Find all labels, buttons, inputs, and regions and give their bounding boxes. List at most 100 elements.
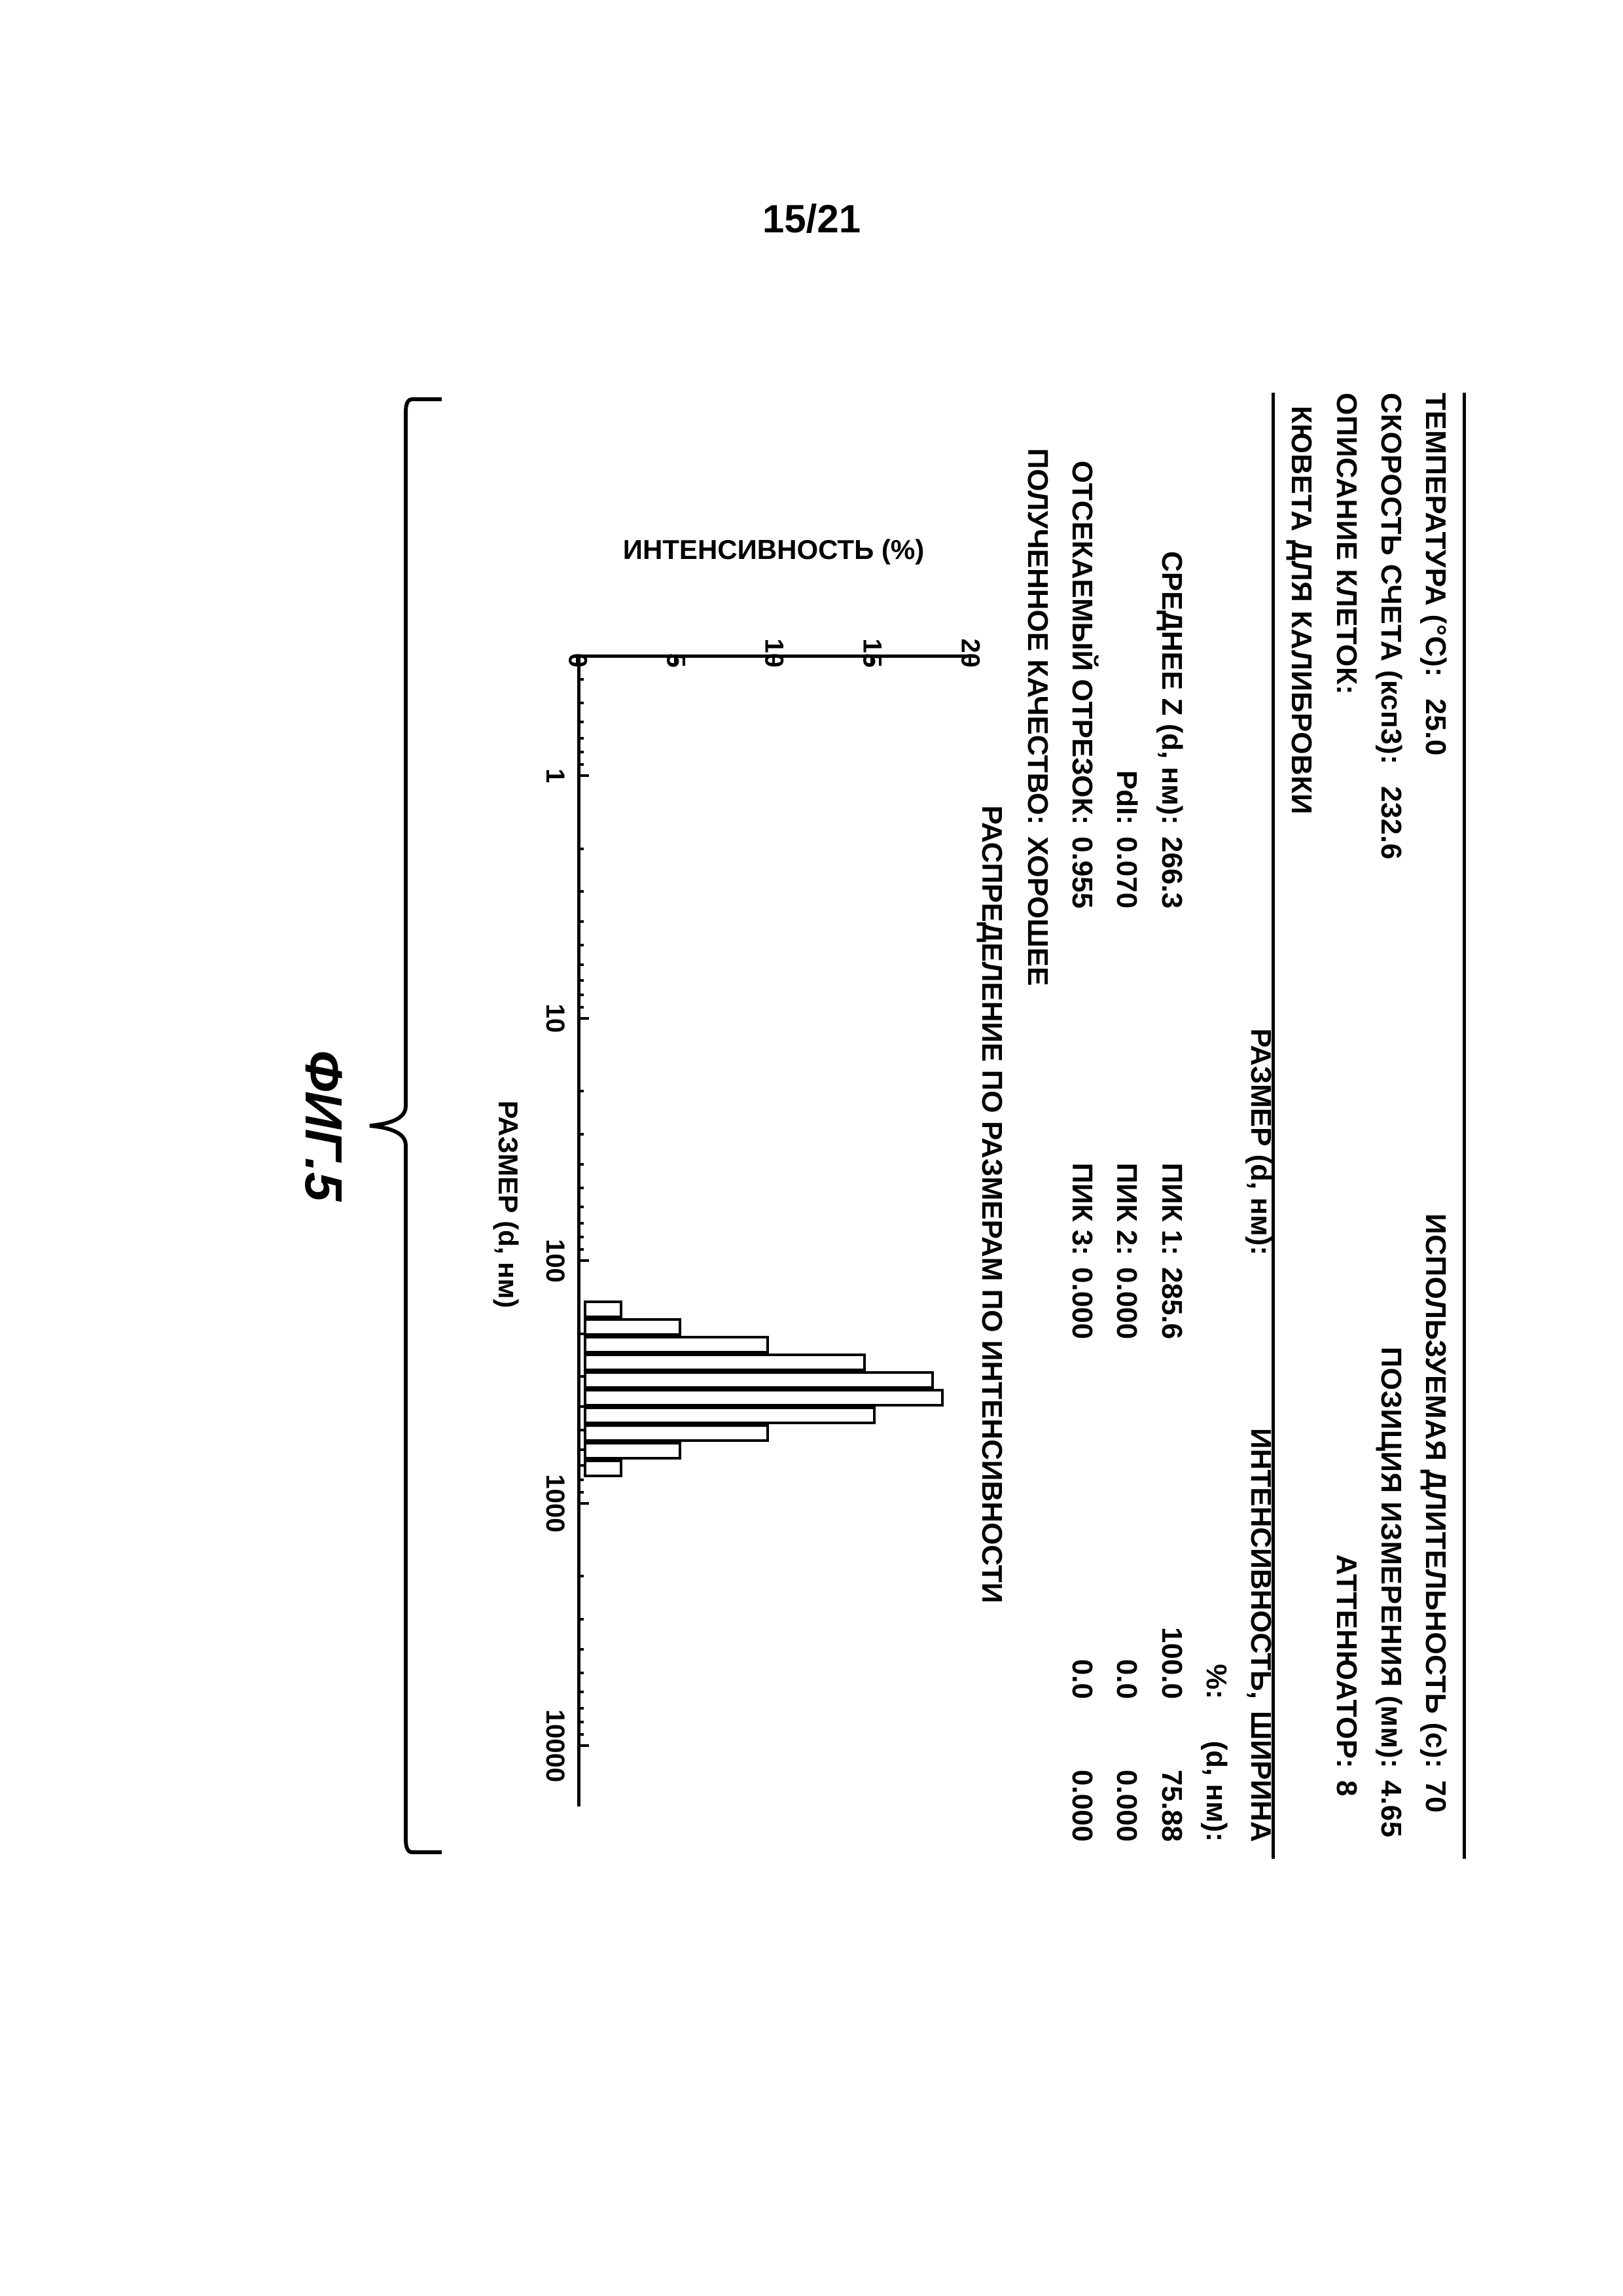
y-tick-label: 0 — [563, 653, 592, 668]
results-block: РАЗМЕР (d, нм): ИНТЕНСИВНОСТЬ, %: ШИРИНА… — [1015, 393, 1283, 1859]
x-tick-label: 1 — [540, 768, 569, 783]
x-tick-minor — [577, 1479, 584, 1481]
x-tick-minor — [577, 737, 584, 740]
peak3-int: 0.0 — [1060, 1398, 1104, 1711]
peak3-width: 0.000 — [1060, 1711, 1104, 1842]
peak3-label: ПИК 3: — [1060, 980, 1104, 1267]
top-rule — [1463, 393, 1466, 1859]
x-tick-minor — [577, 944, 584, 946]
x-tick-minor — [577, 763, 584, 766]
histogram-bar — [584, 1318, 681, 1336]
param-row-3: ОПИСАНИЕ КЛЕТОК: КЮВЕТА ДЛЯ КАЛИБРОВКИ А… — [1279, 393, 1368, 1859]
chart-block: РАСПРЕДЕЛЕНИЕ ПО РАЗМЕРАМ ПО ИНТЕНСИВНОС… — [499, 576, 1008, 1833]
x-tick-minor — [577, 1448, 584, 1451]
x-tick-minor — [577, 1090, 584, 1092]
x-tick-label: 100 — [540, 1239, 569, 1283]
x-tick-minor — [577, 702, 584, 704]
x-tick-minor — [577, 1691, 584, 1693]
histogram-bar — [584, 1354, 866, 1371]
x-tick-minor — [577, 1333, 584, 1335]
quality-value: ХОРОШЕЕ — [1015, 836, 1060, 986]
duration-label: ИСПОЛЬЗУЕМАЯ ДЛИТЕЛЬНОСТЬ (с): — [1413, 1073, 1457, 1780]
x-tick-minor — [577, 1006, 584, 1009]
x-tick-minor — [577, 848, 584, 850]
figure-bracket — [366, 393, 445, 1859]
quality-row: ПОЛУЧЕННОЕ КАЧЕСТВО: ХОРОШЕЕ — [1015, 393, 1060, 1859]
peak1-size: 285.6 — [1149, 1267, 1193, 1398]
x-axis-label: РАЗМЕР (d, нм) — [492, 1100, 524, 1308]
x-tick-minor — [577, 979, 584, 982]
chart-area: ИНТЕНСИВНОСТЬ (%) РАЗМЕР (d, нм) 0510152… — [499, 576, 970, 1833]
y-axis-label: ИНТЕНСИВНОСТЬ (%) — [623, 534, 924, 565]
figure-caption: ФИГ.5 — [293, 1050, 353, 1202]
hdr-intensity: ИНТЕНСИВНОСТЬ, %: — [1194, 1398, 1283, 1711]
x-tick-minor — [577, 1618, 584, 1621]
y-tick-label: 5 — [661, 653, 690, 668]
cell-desc-label: ОПИСАНИЕ КЛЕТОК: — [1323, 393, 1368, 695]
temperature-value: 25.0 — [1413, 685, 1457, 756]
x-tick-minor — [577, 920, 584, 923]
histogram-bar — [584, 1389, 944, 1407]
pdi-label: PdI: — [1104, 393, 1149, 836]
results-row-3: ОТСЕКАЕМЫЙ ОТРЕЗОК: 0.955 ПИК 3: 0.000 0… — [1060, 393, 1104, 1859]
peak1-int: 100.0 — [1149, 1398, 1193, 1711]
intercept-label: ОТСЕКАЕМЫЙ ОТРЕЗОК: — [1060, 393, 1104, 836]
x-tick-minor — [577, 1206, 584, 1208]
parameter-block: ТЕМПЕРАТУРА (°C): 25.0 ИСПОЛЬЗУЕМАЯ ДЛИТ… — [1272, 393, 1466, 1859]
results-header: РАЗМЕР (d, нм): ИНТЕНСИВНОСТЬ, %: ШИРИНА… — [1194, 393, 1283, 1859]
cell-desc-value: КЮВЕТА ДЛЯ КАЛИБРОВКИ — [1279, 393, 1323, 815]
x-tick-label: 10000 — [540, 1710, 569, 1782]
pdi-value: 0.070 — [1104, 836, 1149, 980]
x-tick-minor — [577, 963, 584, 966]
temperature-label: ТЕМПЕРАТУРА (°C): — [1413, 393, 1457, 677]
meas-pos-label: ПОЗИЦИЯ ИЗМЕРЕНИЯ (мм): — [1368, 1073, 1413, 1780]
hdr-size: РАЗМЕР (d, нм): — [1194, 980, 1283, 1267]
peak2-label: ПИК 2: — [1104, 980, 1149, 1267]
intercept-value: 0.955 — [1060, 836, 1104, 980]
chart-title: РАСПРЕДЕЛЕНИЕ ПО РАЗМЕРАМ ПО ИНТЕНСИВНОС… — [975, 576, 1008, 1833]
zavg-value: 266.3 — [1149, 836, 1193, 980]
y-tick-label: 15 — [857, 639, 887, 668]
results-row-1: СРЕДНЕЕ Z (d, нм): 266.3 ПИК 1: 285.6 10… — [1149, 393, 1193, 1859]
x-tick-minor — [577, 1236, 584, 1238]
peak2-width: 0.000 — [1104, 1711, 1149, 1842]
results-row-2: PdI: 0.070 ПИК 2: 0.000 0.0 0.000 — [1104, 393, 1149, 1859]
x-tick-minor — [577, 1163, 584, 1166]
param-row-2: СКОРОСТЬ СЧЕТА (ксп3): 232.6 ПОЗИЦИЯ ИЗМ… — [1368, 393, 1413, 1859]
figure: ТЕМПЕРАТУРА (°C): 25.0 ИСПОЛЬЗУЕМАЯ ДЛИТ… — [131, 340, 1492, 1911]
x-tick-minor — [577, 1672, 584, 1674]
x-tick-minor — [577, 1648, 584, 1651]
x-tick-minor — [577, 1133, 584, 1136]
x-tick-minor — [577, 890, 584, 893]
hdr-width: ШИРИНА (d, нм): — [1194, 1711, 1283, 1842]
y-tick-label: 10 — [759, 639, 789, 668]
x-tick-minor — [577, 751, 584, 753]
x-tick-minor — [577, 1187, 584, 1189]
x-tick-major — [577, 1017, 589, 1020]
x-tick-major — [577, 1259, 589, 1262]
histogram-bar — [584, 1336, 769, 1354]
x-tick-minor — [577, 1375, 584, 1378]
x-tick-minor — [577, 994, 584, 996]
x-tick-major — [577, 1502, 589, 1505]
histogram-bar — [584, 1300, 623, 1318]
count-rate-value: 232.6 — [1368, 773, 1413, 860]
plot-area — [577, 655, 970, 1806]
zavg-label: СРЕДНЕЕ Z (d, нм): — [1149, 393, 1193, 836]
peak1-width: 75.88 — [1149, 1711, 1193, 1842]
x-tick-minor — [577, 1464, 584, 1467]
histogram-bar — [584, 1371, 935, 1389]
rotated-figure-container: ТЕМПЕРАТУРА (°C): 25.0 ИСПОЛЬЗУЕМАЯ ДЛИТ… — [131, 340, 1492, 1702]
attenuator-label: АТТЕНЮАТОР: — [1279, 1073, 1368, 1780]
quality-label: ПОЛУЧЕННОЕ КАЧЕСТВО: — [1015, 393, 1060, 836]
count-rate-label: СКОРОСТЬ СЧЕТА (ксп3): — [1368, 393, 1413, 764]
x-tick-major — [577, 1744, 589, 1747]
x-tick-minor — [577, 1733, 584, 1736]
x-tick-minor — [577, 1248, 584, 1251]
histogram-bar — [584, 1442, 681, 1460]
x-tick-minor — [577, 1707, 584, 1710]
peak1-label: ПИК 1: — [1149, 980, 1193, 1267]
histogram-bar — [584, 1460, 623, 1477]
histogram-bar — [584, 1424, 769, 1442]
peak2-int: 0.0 — [1104, 1398, 1149, 1711]
